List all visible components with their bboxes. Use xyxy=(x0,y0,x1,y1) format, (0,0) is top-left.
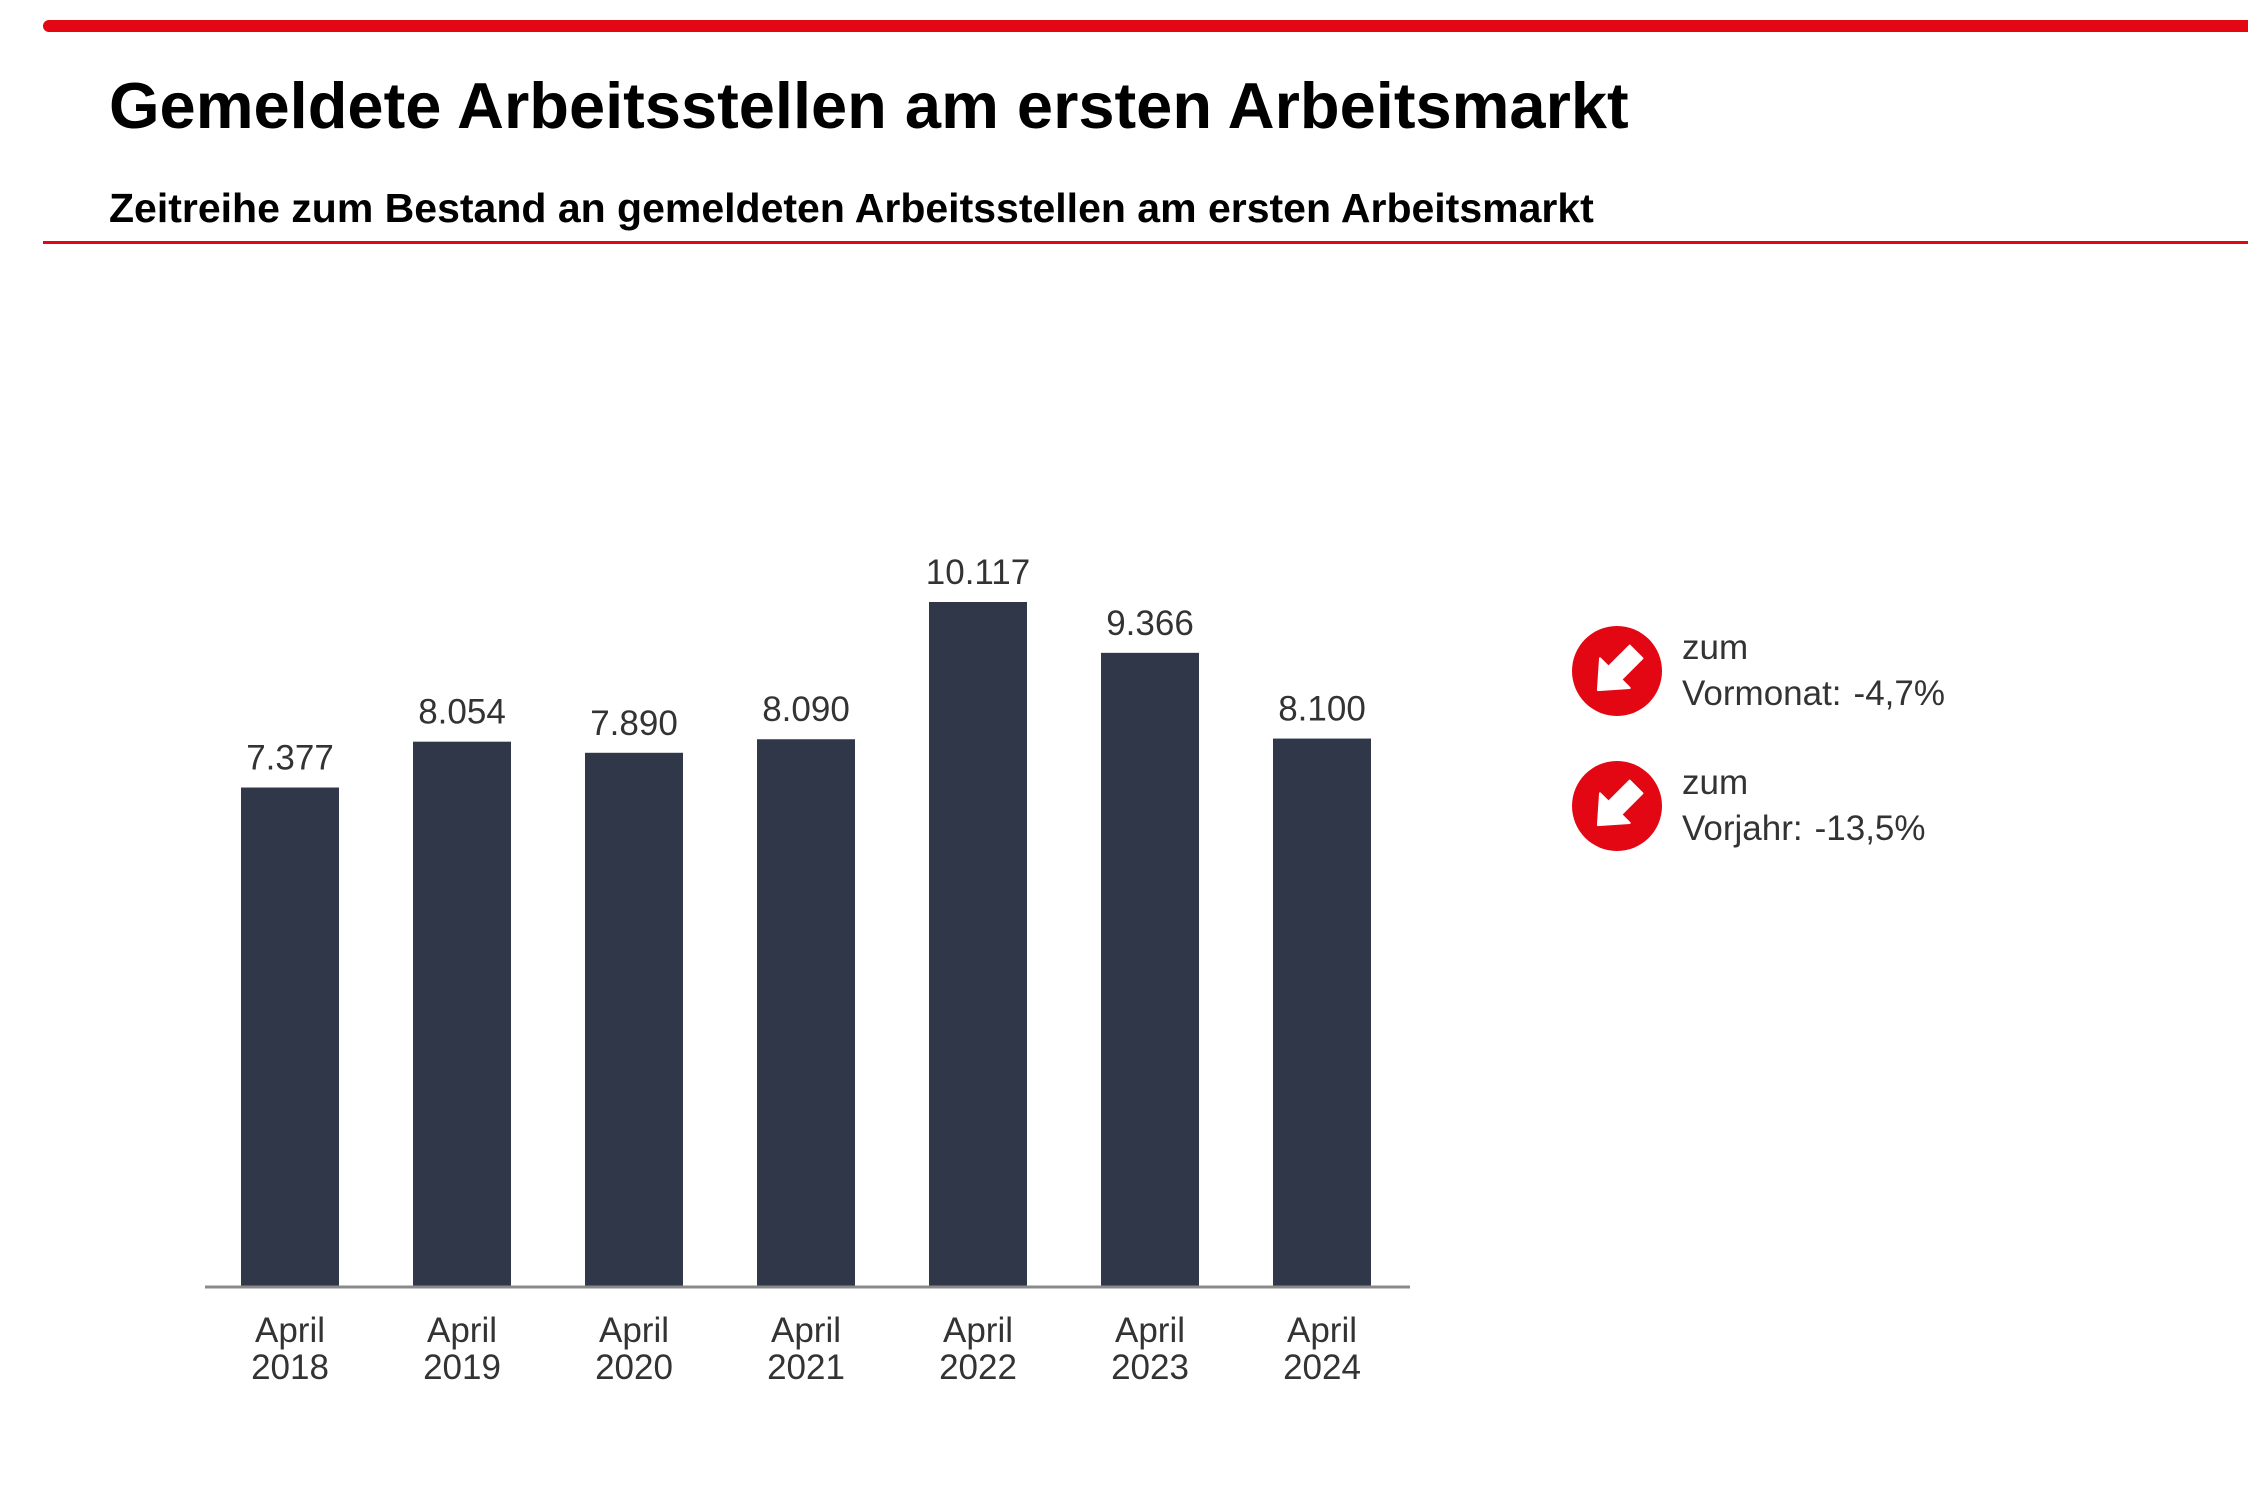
arrow-down-right-icon xyxy=(1572,625,1662,716)
bar-april-2019 xyxy=(413,741,511,1287)
kpi-value: -13,5% xyxy=(1814,808,1926,848)
bar-april-2021 xyxy=(757,739,855,1287)
page-subtitle: Zeitreihe zum Bestand an gemeldeten Arbe… xyxy=(109,185,1594,231)
x-tick-month: April xyxy=(943,1311,1013,1350)
bar-value-label: 8.054 xyxy=(418,693,506,732)
kpi-value: -4,7% xyxy=(1853,673,1945,713)
bar-group xyxy=(241,602,1371,1287)
bar-april-2020 xyxy=(585,752,683,1287)
kpi-prefix: zum xyxy=(1682,628,1749,667)
kpi-label: Vormonat: xyxy=(1682,673,1842,713)
page-title: Gemeldete Arbeitsstellen am ersten Arbei… xyxy=(109,69,1629,142)
x-tick-year: 2020 xyxy=(595,1348,673,1387)
x-tick-label: April 2022 xyxy=(939,1311,1017,1387)
x-tick-label: April 2019 xyxy=(423,1311,501,1387)
x-tick-year: 2019 xyxy=(423,1348,501,1387)
kpi-prefix: zum xyxy=(1682,763,1749,802)
kpi-text: zum Vorjahr: -13,5% xyxy=(1682,760,1926,851)
x-tick-year: 2024 xyxy=(1283,1348,1361,1387)
kpi-label: Vorjahr: xyxy=(1682,808,1803,848)
x-tick-label: April 2021 xyxy=(767,1311,845,1387)
bar-april-2024 xyxy=(1273,738,1371,1287)
bar-chart: 7.377 8.054 7.890 8.090 10.117 9.366 8.100 Apr… xyxy=(205,553,1410,1387)
value-label-group: 7.377 8.054 7.890 8.090 10.117 9.366 8.100 xyxy=(246,553,1366,778)
bar-april-2023 xyxy=(1101,652,1199,1287)
x-tick-month: April xyxy=(771,1311,841,1350)
bar-value-label: 10.117 xyxy=(926,553,1030,592)
x-tick-month: April xyxy=(1115,1311,1185,1350)
x-tick-year: 2021 xyxy=(767,1348,845,1387)
x-tick-label: April 2020 xyxy=(595,1311,673,1387)
x-tick-month: April xyxy=(427,1311,497,1350)
x-tick-label: April 2024 xyxy=(1283,1311,1361,1387)
bar-value-label: 8.090 xyxy=(762,690,850,729)
x-tick-label: April 2023 xyxy=(1111,1311,1189,1387)
header-divider xyxy=(43,241,2248,244)
bar-april-2022 xyxy=(929,602,1027,1287)
bar-value-label: 8.100 xyxy=(1278,690,1366,729)
kpi-vormonat: zum Vormonat: -4,7% xyxy=(1572,625,1945,716)
x-tick-year: 2018 xyxy=(251,1348,329,1387)
x-tick-month: April xyxy=(255,1311,325,1350)
x-tick-year: 2022 xyxy=(939,1348,1017,1387)
x-tick-year: 2023 xyxy=(1111,1348,1189,1387)
kpi-vorjahr: zum Vorjahr: -13,5% xyxy=(1572,760,1926,851)
x-tick-month: April xyxy=(1287,1311,1357,1350)
bar-value-label: 9.366 xyxy=(1106,604,1194,643)
bar-value-label: 7.890 xyxy=(590,704,678,743)
bar-value-label: 7.377 xyxy=(246,739,334,778)
x-tick-month: April xyxy=(599,1311,669,1350)
bar-april-2018 xyxy=(241,787,339,1287)
x-tick-label: April 2018 xyxy=(251,1311,329,1387)
arrow-down-right-icon xyxy=(1572,760,1662,851)
kpi-text: zum Vormonat: -4,7% xyxy=(1682,625,1945,716)
top-accent-rule xyxy=(43,20,2248,32)
